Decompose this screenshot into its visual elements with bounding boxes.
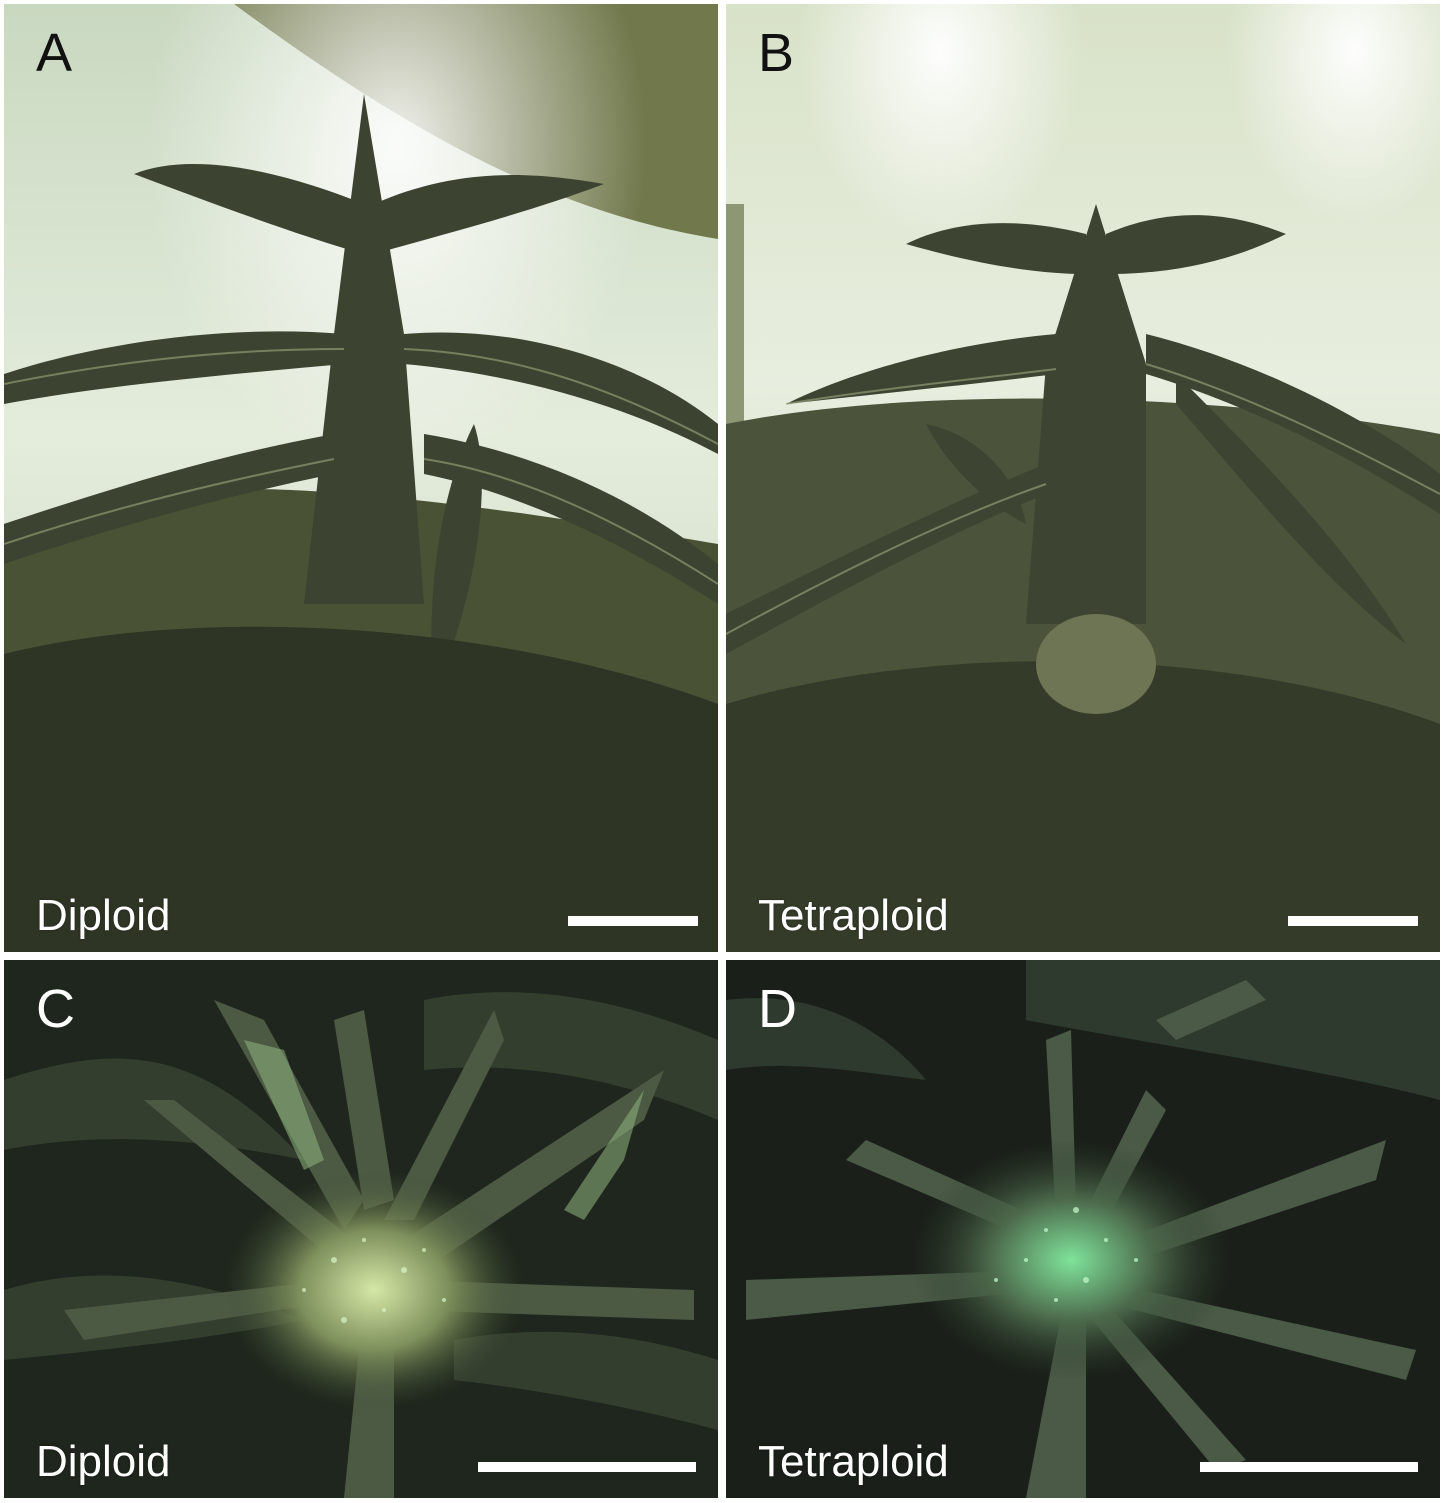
- panel-b-scale-bar: [1288, 916, 1418, 926]
- panel-d-scale-bar: [1200, 1462, 1418, 1472]
- panel-a-label: Diploid: [36, 891, 171, 940]
- panel-c-scale-bar: [478, 1462, 696, 1472]
- panel-c: C Diploid: [4, 960, 718, 1498]
- panel-a-photo: [4, 4, 718, 952]
- panel-b-photo: [726, 4, 1440, 952]
- panel-d-photo: [726, 960, 1440, 1498]
- panel-d: D Tetraploid: [726, 960, 1440, 1498]
- panel-b-letter: B: [758, 23, 795, 83]
- panel-c-letter: C: [36, 979, 75, 1039]
- panel-b-label: Tetraploid: [758, 891, 949, 940]
- panel-a-scale-bar: [568, 916, 698, 926]
- panel-a-letter: A: [36, 23, 73, 83]
- panel-b: B Tetraploid: [726, 4, 1440, 952]
- panel-c-label: Diploid: [36, 1437, 171, 1486]
- panel-d-letter: D: [758, 979, 797, 1039]
- panel-a: A Diploid: [4, 4, 718, 952]
- panel-c-photo: [4, 960, 718, 1498]
- panel-d-label: Tetraploid: [758, 1437, 949, 1486]
